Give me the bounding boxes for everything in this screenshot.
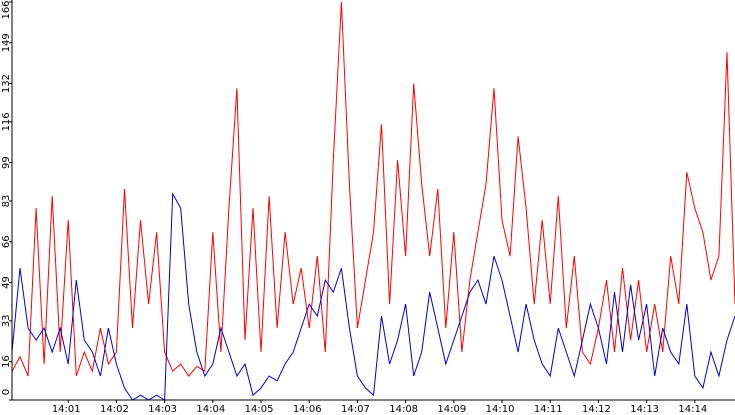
y-tick-label: 83 bbox=[1, 195, 12, 208]
x-tick-label: 14:02 bbox=[100, 404, 129, 415]
y-tick-label: 99 bbox=[1, 156, 12, 169]
x-tick-label: 14:03 bbox=[148, 404, 177, 415]
x-tick-label: 14:07 bbox=[341, 404, 370, 415]
x-tick-label: 14:12 bbox=[582, 404, 611, 415]
x-tick-label: 14:10 bbox=[486, 404, 515, 415]
y-tick-label: 16 bbox=[1, 355, 12, 368]
y-tick-label: 66 bbox=[1, 235, 12, 248]
x-tick-label: 14:04 bbox=[196, 404, 225, 415]
y-tick-label: 33 bbox=[1, 315, 12, 328]
x-tick-label: 14:08 bbox=[389, 404, 418, 415]
y-tick-label: 149 bbox=[1, 33, 12, 52]
y-tick-label: 116 bbox=[1, 112, 12, 131]
y-tick-label: 166 bbox=[1, 0, 12, 19]
x-tick-label: 14:01 bbox=[52, 404, 81, 415]
x-tick-label: 14:05 bbox=[245, 404, 274, 415]
x-tick-label: 14:14 bbox=[678, 404, 707, 415]
series-line bbox=[11, 1, 735, 377]
x-tick-label: 14:09 bbox=[437, 404, 466, 415]
series-line bbox=[11, 191, 735, 401]
y-tick-label: 49 bbox=[1, 276, 12, 289]
y-tick-label: 132 bbox=[1, 74, 12, 93]
y-tick-label: 0 bbox=[1, 389, 12, 395]
x-tick-label: 14:11 bbox=[534, 404, 563, 415]
x-tick-label: 14:13 bbox=[630, 404, 659, 415]
x-tick-label: 14:06 bbox=[293, 404, 322, 415]
